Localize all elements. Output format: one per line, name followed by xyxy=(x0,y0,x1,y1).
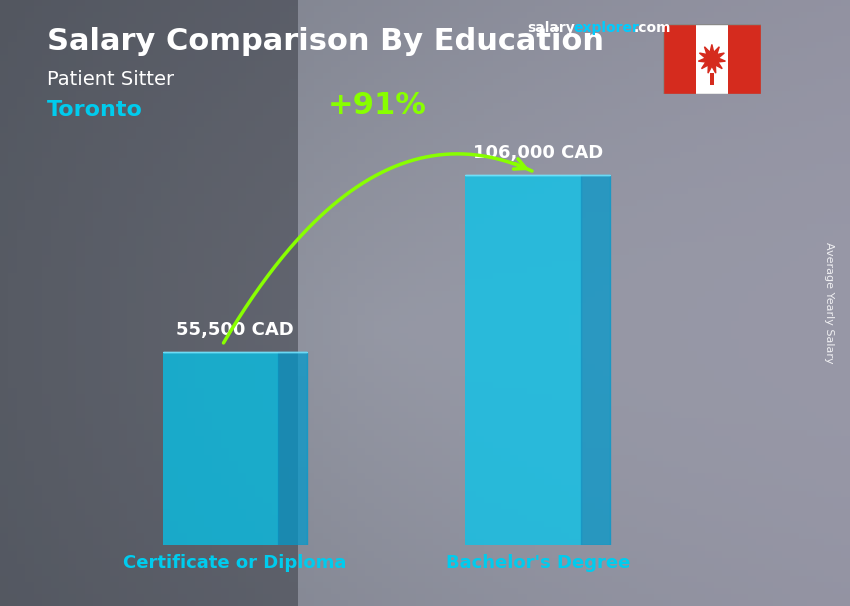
Text: salary: salary xyxy=(527,21,575,35)
Bar xyxy=(162,351,279,545)
Text: +91%: +91% xyxy=(328,91,427,120)
Text: .com: .com xyxy=(633,21,671,35)
Text: Toronto: Toronto xyxy=(47,100,143,120)
Text: Salary Comparison By Education: Salary Comparison By Education xyxy=(47,27,603,56)
Bar xyxy=(728,24,761,94)
Bar xyxy=(0,0,298,606)
Polygon shape xyxy=(699,44,725,73)
Polygon shape xyxy=(581,175,610,545)
Bar xyxy=(710,73,714,85)
Bar xyxy=(663,24,695,94)
Text: 55,500 CAD: 55,500 CAD xyxy=(176,321,294,339)
Bar xyxy=(466,175,581,545)
Bar xyxy=(695,24,728,94)
Text: Bachelor's Degree: Bachelor's Degree xyxy=(445,554,630,572)
Polygon shape xyxy=(279,351,308,545)
Text: Average Yearly Salary: Average Yearly Salary xyxy=(824,242,834,364)
Text: Certificate or Diploma: Certificate or Diploma xyxy=(123,554,347,572)
Text: explorer: explorer xyxy=(574,21,639,35)
Text: Patient Sitter: Patient Sitter xyxy=(47,70,174,88)
Text: 106,000 CAD: 106,000 CAD xyxy=(473,144,603,162)
